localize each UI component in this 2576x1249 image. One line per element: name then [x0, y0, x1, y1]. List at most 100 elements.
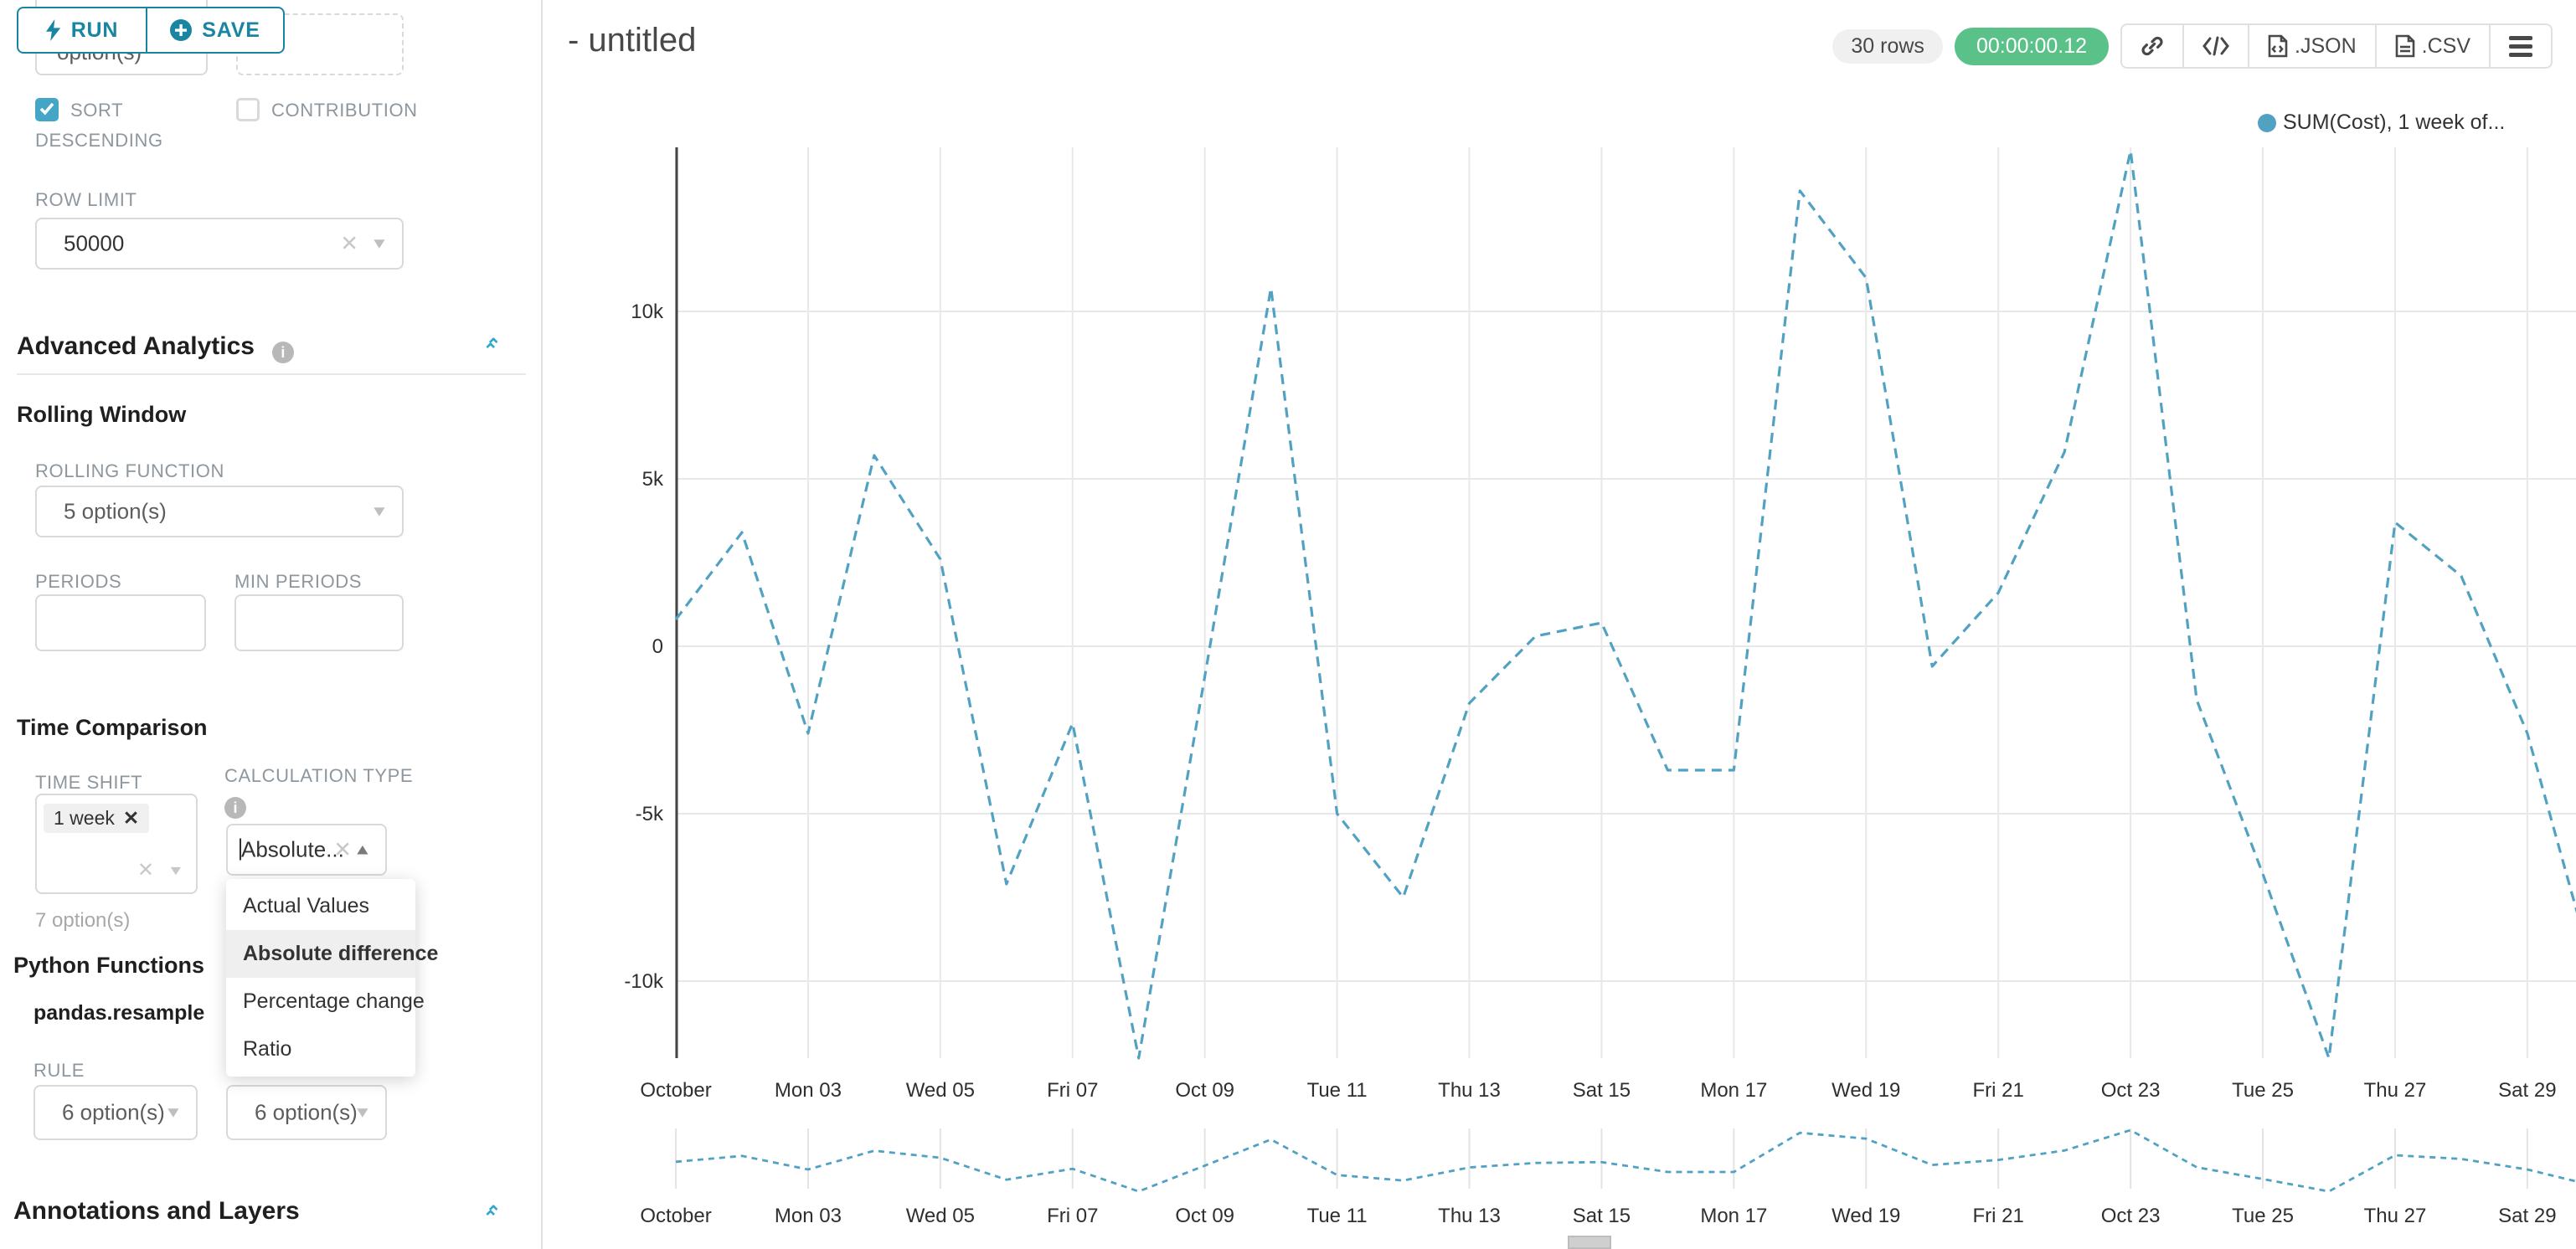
row-limit-value: 50000	[64, 230, 125, 256]
save-button[interactable]: SAVE	[147, 8, 283, 52]
chevron-up-icon[interactable]: ⌃⌃	[482, 335, 502, 361]
sort-descending-control[interactable]: SORT DESCENDING	[35, 95, 226, 156]
svg-text:5k: 5k	[642, 468, 664, 491]
periods-input[interactable]	[35, 594, 206, 651]
svg-text:Mon 03: Mon 03	[775, 1205, 842, 1227]
run-button-label: RUN	[70, 18, 119, 42]
rolling-function-select[interactable]: 5 option(s) ▼	[35, 486, 404, 537]
time-shift-helper: 7 option(s)	[35, 909, 131, 932]
pandas-resample-label: pandas.resample	[33, 1001, 205, 1025]
legend-series-dot	[2258, 113, 2276, 132]
mini-x-axis-labels: October Mon 03 Wed 05 Fri 07 Oct 09 Tue 11 Thu…	[640, 1205, 2556, 1227]
row-limit-label: ROW LIMIT	[35, 189, 137, 210]
svg-text:Wed 05: Wed 05	[906, 1079, 975, 1102]
section-divider	[17, 373, 526, 375]
calculation-type-value: Absolute...	[241, 836, 344, 862]
run-button[interactable]: RUN	[18, 8, 147, 52]
row-limit-select[interactable]: 50000 ✕ ▼	[35, 218, 404, 270]
svg-text:Mon 17: Mon 17	[1700, 1205, 1767, 1227]
svg-text:Mon 03: Mon 03	[775, 1079, 842, 1102]
y-axis-labels: 10k 5k 0 -5k -10k	[624, 301, 664, 993]
rule-select[interactable]: 6 option(s) ▼	[33, 1085, 198, 1140]
svg-text:Sat 15: Sat 15	[1573, 1079, 1631, 1102]
rule-label: RULE	[33, 1060, 85, 1081]
time-shift-select[interactable]: 1 week ✕ ✕ ▼	[35, 794, 198, 894]
check-icon	[39, 102, 54, 116]
horizontal-scrollbar-handle[interactable]	[1568, 1236, 1611, 1249]
svg-text:Thu 27: Thu 27	[2364, 1205, 2427, 1227]
clear-icon[interactable]: ✕	[137, 859, 154, 881]
chevron-down-icon[interactable]: ▼	[369, 234, 389, 252]
svg-text:-5k: -5k	[636, 803, 664, 825]
svg-text:Wed 05: Wed 05	[906, 1205, 975, 1227]
chevron-down-icon[interactable]: ▼	[369, 502, 389, 520]
time-shift-tag[interactable]: 1 week ✕	[44, 804, 150, 833]
advanced-analytics-header[interactable]: Advanced Analytics i	[17, 330, 294, 363]
embed-code-button[interactable]	[2184, 25, 2250, 67]
remove-tag-icon[interactable]: ✕	[122, 807, 140, 829]
svg-text:10k: 10k	[631, 301, 664, 323]
svg-text:Sat 29: Sat 29	[2498, 1205, 2556, 1227]
more-options-button[interactable]	[2491, 25, 2551, 67]
svg-text:-10k: -10k	[624, 970, 664, 993]
export-csv-button[interactable]: .CSV	[2377, 25, 2491, 67]
python-functions-title: Python Functions	[13, 953, 204, 978]
svg-text:Thu 27: Thu 27	[2364, 1079, 2427, 1102]
calculation-type-label: CALCULATION TYPE	[224, 765, 414, 786]
code-icon	[2202, 36, 2229, 56]
mini-series-line[interactable]	[675, 1128, 2576, 1193]
menu-icon	[2509, 32, 2532, 61]
svg-text:Tue 25: Tue 25	[2232, 1079, 2294, 1102]
export-json-button[interactable]: .JSON	[2249, 25, 2377, 67]
menu-item-absolute-difference[interactable]: Absolute difference	[226, 930, 438, 978]
query-timer-badge: 00:00:00.12	[1954, 27, 2110, 65]
svg-text:Sat 15: Sat 15	[1573, 1205, 1631, 1227]
save-button-label: SAVE	[202, 18, 260, 42]
copy-link-button[interactable]	[2122, 25, 2185, 67]
resample-method-select[interactable]: 6 option(s) ▼	[226, 1085, 387, 1140]
svg-text:Fri 21: Fri 21	[1973, 1079, 2024, 1102]
info-icon[interactable]: i	[271, 342, 294, 363]
chart-title[interactable]: - untitled	[568, 22, 697, 59]
time-shift-label: TIME SHIFT	[35, 772, 143, 793]
svg-text:0: 0	[652, 635, 663, 658]
main-series-line	[674, 149, 2576, 1060]
time-shift-tag-label: 1 week	[54, 807, 115, 829]
clear-icon[interactable]: ✕	[333, 836, 352, 862]
calculation-type-select[interactable]: Absolute... ✕ ▲	[226, 824, 387, 876]
svg-text:Oct 09: Oct 09	[1175, 1205, 1234, 1227]
svg-text:Oct 09: Oct 09	[1175, 1079, 1234, 1102]
annotations-title: Annotations and Layers	[13, 1197, 300, 1225]
sort-descending-checkbox[interactable]	[35, 98, 59, 121]
contribution-label: CONTRIBUTION	[271, 100, 418, 121]
info-icon[interactable]: i	[224, 797, 246, 819]
text-cursor	[240, 838, 241, 861]
min-periods-input[interactable]	[234, 594, 404, 651]
svg-text:October: October	[640, 1205, 711, 1227]
export-button-group: .JSON .CSV	[2120, 23, 2553, 69]
advanced-analytics-title: Advanced Analytics	[17, 332, 255, 360]
svg-text:October: October	[640, 1079, 711, 1102]
chevron-down-icon[interactable]: ▼	[163, 1103, 183, 1121]
menu-item-ratio[interactable]: Ratio	[243, 1037, 292, 1061]
chevron-down-icon[interactable]: ▼	[167, 864, 185, 878]
contribution-control[interactable]: CONTRIBUTION	[236, 95, 538, 126]
svg-text:Wed 19: Wed 19	[1832, 1205, 1900, 1227]
chart-header-toolbar: 30 rows 00:00:00.12 .JSON	[1832, 23, 2553, 69]
periods-label: PERIODS	[35, 571, 122, 592]
main-chart[interactable]: 10k 5k 0 -5k -10k October Mon 03 Wed 05 Fri 07 Oc…	[543, 134, 2576, 1249]
sort-descending-label: SORT DESCENDING	[35, 100, 163, 151]
clear-icon[interactable]: ✕	[340, 230, 358, 256]
contribution-checkbox[interactable]	[236, 98, 260, 121]
svg-text:Mon 17: Mon 17	[1700, 1079, 1767, 1102]
svg-text:Tue 11: Tue 11	[1307, 1079, 1368, 1102]
chevron-up-icon[interactable]: ⌃⌃	[482, 1202, 502, 1228]
chevron-up-icon[interactable]: ▲	[353, 840, 373, 858]
chevron-down-icon[interactable]: ▼	[353, 1103, 373, 1121]
svg-text:Fri 07: Fri 07	[1047, 1205, 1098, 1227]
menu-item-actual-values[interactable]: Actual Values	[243, 894, 370, 917]
svg-text:Fri 07: Fri 07	[1047, 1079, 1098, 1102]
menu-item-percentage-change[interactable]: Percentage change	[243, 989, 425, 1013]
svg-text:Sat 29: Sat 29	[2498, 1079, 2556, 1102]
chart-legend[interactable]: SUM(Cost), 1 week of...	[2258, 111, 2505, 135]
